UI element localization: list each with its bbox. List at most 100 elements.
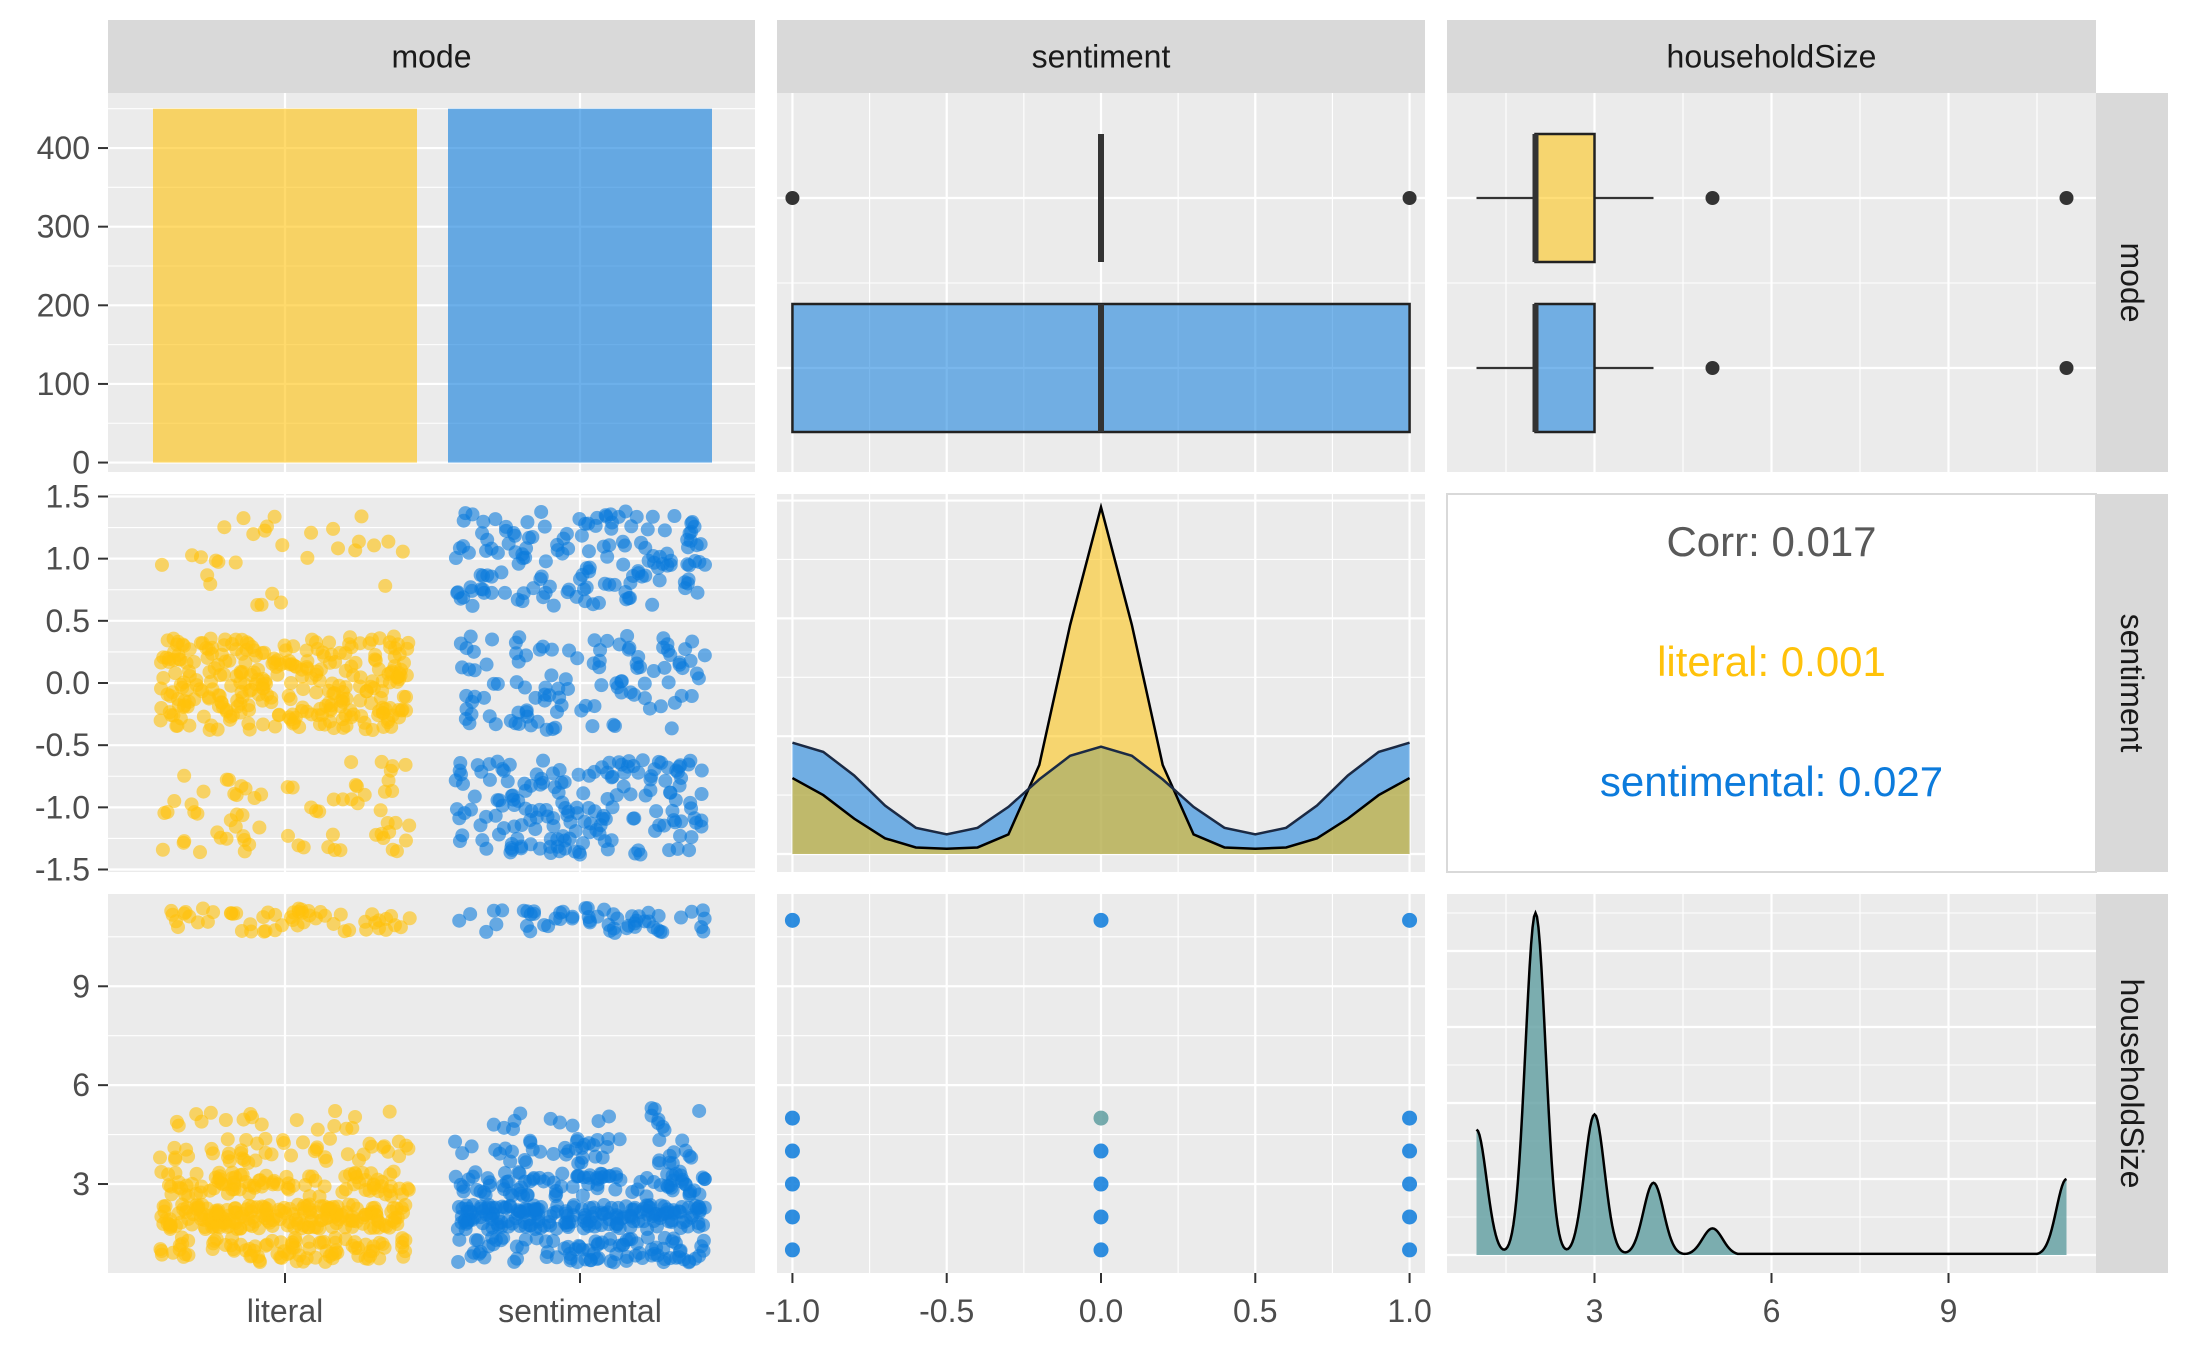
point-literal	[374, 754, 389, 769]
point-literal	[254, 1117, 269, 1132]
point-literal	[154, 681, 169, 696]
point-sentimental	[586, 1138, 601, 1153]
point-sentimental	[674, 910, 689, 925]
box-outlier-literal	[1402, 191, 1417, 205]
point-literal	[153, 1150, 168, 1165]
point-sentimental	[674, 688, 689, 703]
point-literal	[228, 819, 243, 834]
point-literal	[398, 1233, 413, 1248]
point-literal	[254, 787, 269, 802]
point-literal	[389, 1201, 404, 1216]
point-sentimental	[600, 549, 615, 564]
strip-label-top-householdSize: householdSize	[1667, 39, 1877, 75]
point-sentimental	[546, 1146, 561, 1161]
point-sentimental	[652, 818, 667, 833]
point-literal	[280, 780, 295, 795]
point-literal	[265, 656, 280, 671]
point-sentimental	[658, 1206, 673, 1221]
point-sentimental	[611, 509, 626, 524]
point-sentimental	[663, 785, 678, 800]
point-literal	[164, 1218, 179, 1233]
corr-total-label: Corr: 0.017	[1666, 518, 1876, 565]
point-literal	[256, 910, 271, 925]
point-sentimental	[633, 847, 648, 862]
point-sentimental	[498, 519, 513, 534]
point-literal	[351, 1153, 366, 1168]
x-tick-label-household-9: 9	[1940, 1293, 1958, 1329]
point-literal	[196, 901, 211, 916]
point-literal	[398, 757, 413, 772]
point-sentimental	[678, 642, 693, 657]
y-tick-label-sentiment--1.0: -1.0	[35, 789, 90, 825]
point-literal	[210, 722, 225, 737]
point-sentimental	[592, 653, 607, 668]
point-literal	[272, 707, 287, 722]
point-literal	[284, 1148, 299, 1163]
point-literal	[344, 640, 359, 655]
point-sentimental	[594, 678, 609, 693]
point-sentimental	[526, 1172, 541, 1187]
point-literal	[189, 1166, 204, 1181]
point-literal	[274, 918, 289, 933]
point-sentimental	[639, 1189, 654, 1204]
point-literal	[374, 826, 389, 841]
point-literal	[304, 525, 319, 540]
point-sentimental	[682, 843, 697, 858]
point-literal	[346, 668, 361, 683]
point-literal	[391, 1134, 406, 1149]
point-literal	[326, 916, 341, 931]
point-literal	[308, 911, 323, 926]
point-sentimental	[647, 1246, 662, 1261]
point-sentimental	[1402, 1176, 1418, 1192]
point-sentimental	[590, 510, 605, 525]
x-tick-label-literal: literal	[247, 1293, 323, 1329]
point-sentimental	[684, 904, 699, 919]
point-sentimental	[694, 787, 709, 802]
point-sentimental	[523, 924, 538, 939]
point-literal	[154, 1164, 169, 1179]
point-sentimental	[482, 709, 497, 724]
point-sentimental	[655, 556, 670, 571]
point-sentimental	[1093, 1143, 1109, 1159]
point-literal	[323, 1131, 338, 1146]
point-sentimental	[510, 1251, 525, 1266]
point-sentimental	[602, 538, 617, 553]
point-sentimental	[461, 1201, 476, 1216]
point-sentimental	[503, 1198, 518, 1213]
point-sentimental	[687, 554, 702, 569]
point-sentimental	[608, 1182, 623, 1197]
point-sentimental	[473, 818, 488, 833]
point-literal	[281, 688, 296, 703]
point-sentimental	[578, 901, 593, 916]
point-sentimental	[582, 560, 597, 575]
point-sentimental	[452, 833, 467, 848]
point-literal	[348, 655, 363, 670]
point-sentimental	[518, 1232, 533, 1247]
point-literal	[223, 709, 238, 724]
point-literal	[235, 1209, 250, 1224]
point-sentimental	[636, 1214, 651, 1229]
strip-label-right-householdSize: householdSize	[2114, 979, 2150, 1189]
point-literal	[383, 763, 398, 778]
point-literal	[335, 1185, 350, 1200]
point-literal	[373, 803, 388, 818]
point-literal	[328, 1235, 343, 1250]
point-sentimental	[572, 1239, 587, 1254]
point-sentimental	[694, 920, 709, 935]
point-literal	[221, 1150, 236, 1165]
point-literal	[245, 640, 260, 655]
point-literal	[217, 638, 232, 653]
point-sentimental	[465, 598, 480, 613]
point-literal	[379, 1219, 394, 1234]
point-literal	[301, 1234, 316, 1249]
point-sentimental	[784, 1110, 800, 1126]
point-literal	[296, 915, 311, 930]
point-sentimental	[627, 811, 642, 826]
point-literal	[235, 646, 250, 661]
point-literal	[309, 685, 324, 700]
point-literal	[312, 673, 327, 688]
strip-top-householdSize	[1447, 20, 2096, 93]
point-literal	[337, 924, 352, 939]
point-sentimental	[488, 512, 503, 527]
